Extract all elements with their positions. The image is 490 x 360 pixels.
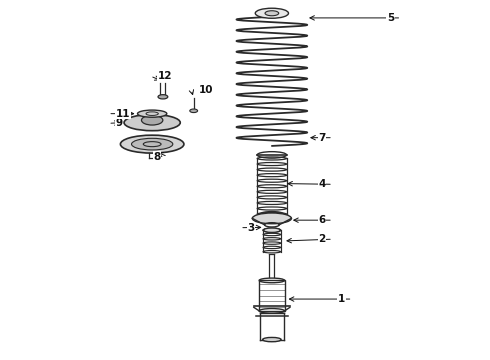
Ellipse shape	[158, 95, 168, 99]
Text: 11: 11	[116, 109, 130, 119]
Ellipse shape	[252, 213, 292, 224]
Text: 1: 1	[338, 294, 345, 304]
Text: 4: 4	[318, 179, 326, 189]
Text: 5: 5	[387, 13, 394, 23]
Ellipse shape	[121, 135, 184, 153]
Ellipse shape	[138, 110, 167, 117]
Ellipse shape	[255, 8, 289, 18]
Text: 3: 3	[247, 223, 255, 233]
Ellipse shape	[264, 228, 280, 232]
Text: 12: 12	[158, 71, 172, 81]
Text: 2: 2	[318, 234, 326, 244]
Ellipse shape	[142, 115, 163, 125]
Text: 8: 8	[153, 152, 160, 162]
Text: 7: 7	[318, 133, 326, 143]
Ellipse shape	[131, 138, 173, 150]
Ellipse shape	[124, 114, 180, 131]
Text: 6: 6	[318, 215, 326, 225]
Text: 9: 9	[116, 118, 122, 128]
Ellipse shape	[190, 109, 197, 113]
Bar	[259, 280, 285, 311]
Ellipse shape	[263, 337, 281, 342]
Ellipse shape	[265, 11, 279, 16]
Text: 10: 10	[198, 85, 213, 95]
